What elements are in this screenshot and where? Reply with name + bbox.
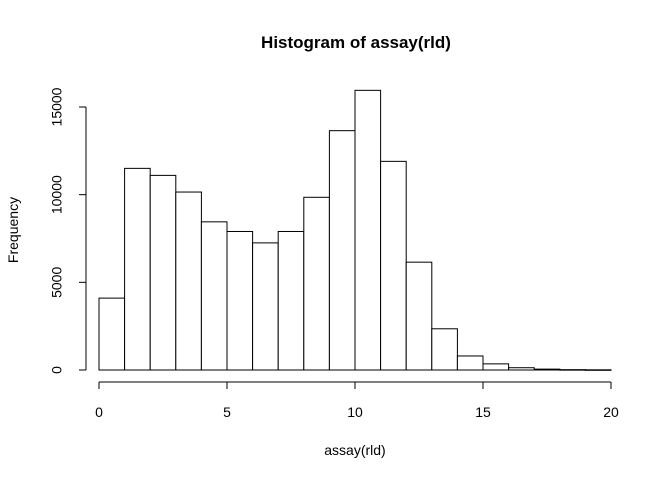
histogram-bar — [559, 369, 586, 371]
histogram-bar — [98, 297, 126, 371]
x-tick-label: 0 — [95, 404, 103, 420]
y-tick-label: 0 — [49, 366, 65, 374]
y-tick-label: 5000 — [49, 267, 65, 298]
histogram-bar — [584, 369, 612, 371]
histogram-bar — [328, 130, 356, 371]
y-tick-label: 10000 — [49, 175, 65, 214]
histogram-bar — [508, 367, 535, 371]
histogram-bar — [226, 230, 254, 371]
histogram-bar — [252, 242, 279, 371]
histogram-bar — [431, 328, 458, 371]
histogram-bar — [175, 191, 202, 371]
y-axis: 0 5000 10000 15000 — [49, 87, 87, 374]
histogram-bar — [303, 196, 330, 371]
x-tick-label: 5 — [223, 404, 231, 420]
histogram-bar — [533, 368, 561, 371]
x-tick-label: 15 — [475, 404, 491, 420]
histogram-bar — [149, 174, 177, 371]
chart-title: Histogram of assay(rld) — [261, 33, 451, 52]
x-tick-label: 20 — [603, 404, 619, 420]
x-axis-label: assay(rld) — [324, 442, 385, 458]
y-axis-label: Frequency — [5, 197, 21, 263]
histogram-bar — [456, 355, 484, 371]
x-axis: 0 5 10 15 20 — [95, 381, 619, 420]
histogram-bar — [354, 89, 382, 371]
histogram-bar — [124, 167, 151, 371]
histogram-bar — [405, 261, 433, 371]
bars-group — [98, 89, 612, 371]
x-tick-label: 10 — [347, 404, 363, 420]
histogram-bar — [200, 221, 228, 371]
y-tick-label: 15000 — [49, 87, 65, 126]
histogram-bar — [380, 160, 407, 371]
histogram-bar — [482, 363, 510, 371]
histogram-bar — [277, 230, 305, 371]
